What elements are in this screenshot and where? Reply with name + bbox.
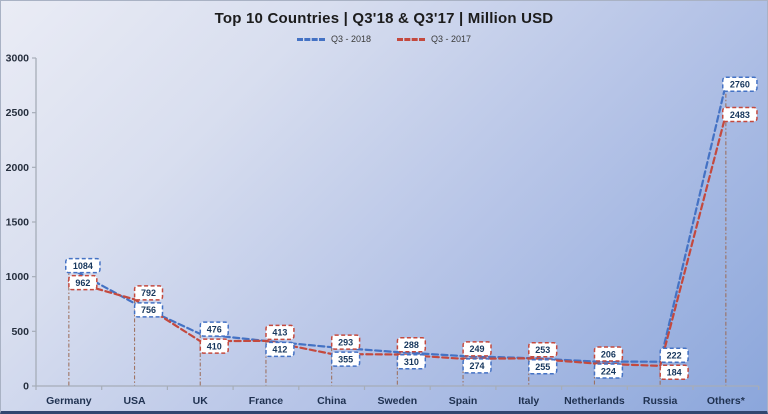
series-line-q3-2017 (67, 113, 727, 368)
x-category-label: Sweden (378, 395, 418, 407)
data-label-value: 274 (470, 361, 485, 371)
data-label-box (593, 363, 624, 379)
data-label-box (659, 347, 689, 364)
x-category-label: Netherlands (564, 395, 625, 407)
data-label-value: 410 (207, 341, 222, 351)
data-label-box (68, 274, 98, 291)
q3-2018-dash-swatch-icon (296, 37, 325, 41)
data-label-value: 2760 (730, 80, 750, 90)
data-label-value: 253 (535, 345, 550, 355)
q3-2017-dash-swatch-icon (397, 37, 425, 41)
chart-title: Top 10 Countries | Q3'18 & Q3'17 | Milli… (214, 10, 554, 27)
data-label-value: 1084 (73, 261, 93, 271)
data-label-box (133, 285, 164, 301)
legend-label: Q3 - 2018 (330, 34, 371, 44)
y-tick-label: 2500 (6, 107, 30, 119)
chart-header: Top 10 Countries | Q3'18 & Q3'17 | Milli… (1, 1, 767, 44)
data-label-value: 206 (601, 349, 616, 359)
data-label-box (528, 358, 558, 375)
data-label-box (65, 257, 101, 274)
data-label-box (199, 321, 229, 337)
data-label-value: 249 (470, 344, 485, 354)
data-label-box (199, 338, 229, 354)
data-label-value: 2483 (730, 110, 750, 120)
data-label-value: 355 (338, 354, 353, 364)
legend-item-q3-2017[interactable]: Q3 - 2017 (397, 34, 471, 44)
data-label-value: 756 (141, 305, 156, 315)
y-tick-label: 1000 (6, 271, 30, 283)
x-category-label: France (249, 395, 284, 407)
data-label-box (133, 302, 164, 318)
data-label-box (265, 341, 295, 358)
data-label-value: 288 (404, 340, 419, 350)
data-label-value: 255 (535, 362, 550, 372)
data-label-value: 224 (601, 366, 616, 376)
data-label-box (528, 341, 558, 358)
y-tick-label: 1500 (6, 217, 30, 229)
data-label-box (462, 341, 492, 357)
y-tick-label: 2000 (6, 162, 30, 174)
data-label-box (659, 364, 689, 381)
data-label-value: 222 (667, 351, 682, 361)
x-category-label: UK (193, 395, 209, 407)
data-label-value: 962 (75, 278, 90, 288)
data-label-box (722, 106, 758, 123)
data-label-value: 293 (338, 337, 353, 347)
legend-label: Q3 - 2017 (431, 34, 472, 44)
data-label-value: 792 (141, 288, 156, 298)
x-category-label: Italy (518, 395, 539, 407)
data-label-box (462, 358, 492, 374)
data-label-box (330, 334, 361, 350)
data-label-box (593, 346, 624, 362)
x-category-label: Spain (449, 395, 478, 407)
data-label-value: 412 (272, 345, 287, 355)
data-label-value: 476 (207, 324, 222, 334)
data-label-box (330, 351, 361, 367)
y-tick-label: 3000 (6, 53, 30, 65)
data-label-value: 310 (404, 357, 419, 367)
y-tick-label: 500 (11, 326, 29, 338)
data-label-value: 184 (667, 368, 682, 378)
x-category-label: USA (123, 395, 146, 407)
data-label-box (396, 354, 427, 370)
x-category-label: Russia (643, 395, 678, 407)
x-category-label: Germany (46, 395, 92, 407)
x-category-label: Others* (707, 395, 746, 407)
data-label-box (396, 337, 427, 353)
legend-item-q3-2018[interactable]: Q3 - 2018 (296, 34, 371, 44)
data-label-box (722, 76, 758, 92)
x-category-label: China (317, 395, 346, 407)
data-label-box (265, 324, 295, 341)
legend: Q3 - 2018 Q3 - 2017 (1, 34, 767, 44)
y-tick-label: 0 (23, 381, 29, 393)
data-label-value: 413 (272, 328, 287, 338)
